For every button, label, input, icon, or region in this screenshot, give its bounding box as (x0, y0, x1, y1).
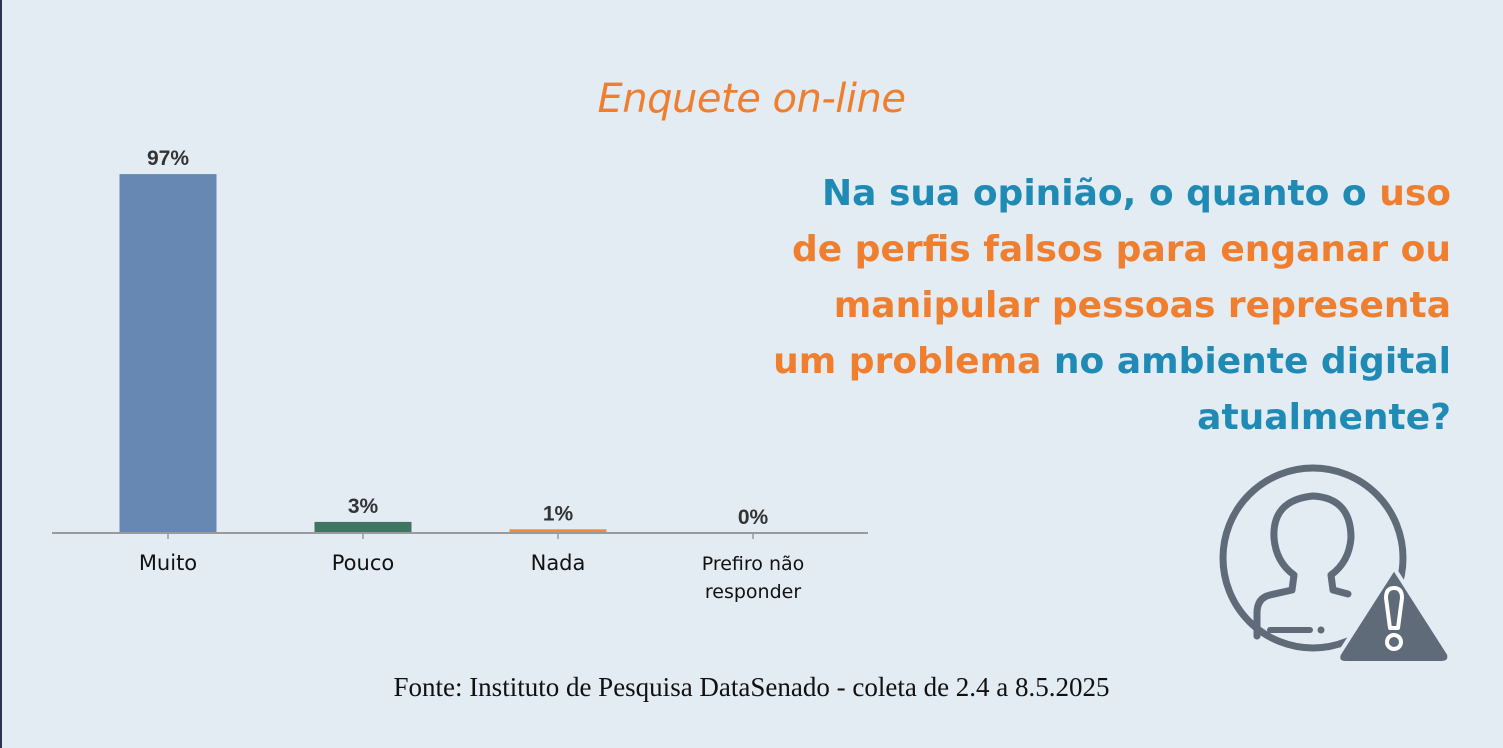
value-label-0: 97% (147, 147, 189, 170)
category-label-3: Prefiro não responder (702, 553, 805, 603)
question-text: Na sua opinião, o quanto o uso de perfis… (771, 166, 1451, 446)
category-label-0: Muito (139, 551, 197, 575)
source-footer: Fonte: Instituto de Pesquisa DataSenado … (393, 672, 1110, 702)
question-part-1: Na sua opinião, o quanto o (821, 173, 1380, 214)
bar-2 (509, 529, 607, 533)
subtitle: Enquete on-line (597, 76, 906, 122)
user-warning-icon (1210, 458, 1460, 673)
bar-1 (314, 521, 412, 533)
question-part-2: uso de perfis falsos para enganar ou man… (773, 173, 1451, 382)
value-label-3: 0% (738, 506, 769, 529)
question-part-3: no ambiente digital atualmente? (1041, 341, 1451, 438)
category-label-1: Pouco (332, 551, 394, 575)
value-label-2: 1% (543, 502, 574, 525)
left-border (0, 0, 2, 748)
value-label-1: 3% (348, 495, 379, 518)
bar-chart: 97% Muito 3% Pouco 1% Nada 0% Prefiro não respon… (52, 147, 868, 603)
category-label-2: Nada (531, 551, 586, 575)
bar-0 (119, 174, 217, 533)
